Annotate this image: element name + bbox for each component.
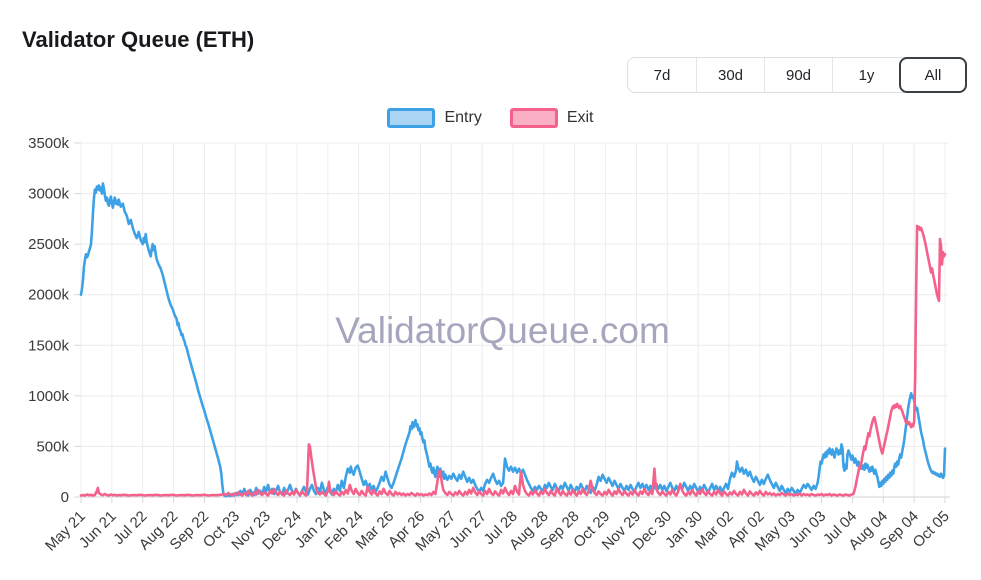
y-axis-tick-label: 3000k: [28, 186, 69, 203]
range-button-7d[interactable]: 7d: [628, 58, 696, 92]
legend-label-entry: Entry: [444, 109, 482, 126]
y-axis-tick-label: 2500k: [28, 236, 69, 253]
y-axis-tick-label: 0: [61, 489, 69, 506]
chart-legend: Entry Exit: [0, 108, 981, 128]
range-button-all[interactable]: All: [899, 57, 967, 93]
y-axis-tick-label: 3500k: [28, 135, 69, 152]
legend-item-entry[interactable]: Entry: [387, 108, 482, 128]
exit-line: [79, 224, 947, 497]
page-title: Validator Queue (ETH): [22, 26, 255, 52]
y-axis-tick-label: 1000k: [28, 388, 69, 405]
time-range-selector: 7d 30d 90d 1y All: [627, 57, 967, 93]
entry-line: [79, 182, 947, 498]
range-button-30d[interactable]: 30d: [696, 58, 764, 92]
exit-swatch: [509, 108, 558, 128]
y-axis-tick-label: 500k: [36, 438, 69, 455]
entry-swatch: [387, 108, 436, 128]
legend-label-exit: Exit: [566, 109, 594, 126]
range-button-90d[interactable]: 90d: [764, 58, 832, 92]
y-axis-tick-label: 2000k: [28, 287, 69, 304]
legend-item-exit[interactable]: Exit: [509, 108, 594, 128]
range-button-1y[interactable]: 1y: [832, 58, 900, 92]
x-axis-tick-label: May 21: [42, 508, 89, 555]
chart-canvas[interactable]: 0 500k 1000k 1500k 2000k 2500k 3000k 3500k May 2…: [0, 135, 981, 580]
watermark-text: ValidatorQueue.com: [335, 310, 670, 351]
y-axis-tick-label: 1500k: [28, 337, 69, 354]
